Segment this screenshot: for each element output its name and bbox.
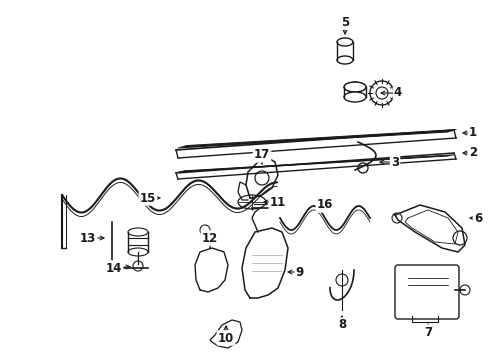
Ellipse shape [343, 92, 365, 102]
Text: 13: 13 [80, 231, 96, 244]
Text: 9: 9 [295, 266, 304, 279]
Text: 8: 8 [337, 319, 346, 332]
Text: 2: 2 [468, 147, 476, 159]
FancyBboxPatch shape [394, 265, 458, 319]
Circle shape [133, 261, 142, 271]
Ellipse shape [128, 248, 148, 256]
Ellipse shape [336, 38, 352, 46]
Ellipse shape [238, 195, 265, 209]
Text: 14: 14 [105, 261, 122, 274]
Text: 10: 10 [218, 332, 234, 345]
Circle shape [369, 81, 393, 105]
Text: 16: 16 [316, 198, 332, 211]
Text: 12: 12 [202, 231, 218, 244]
Ellipse shape [128, 228, 148, 236]
Text: 17: 17 [253, 148, 269, 162]
Circle shape [375, 87, 387, 99]
Ellipse shape [343, 82, 365, 92]
Circle shape [452, 231, 466, 245]
Text: 5: 5 [340, 15, 348, 28]
Circle shape [391, 213, 401, 223]
Polygon shape [209, 320, 242, 348]
Text: 4: 4 [393, 86, 401, 99]
Ellipse shape [336, 56, 352, 64]
Circle shape [200, 225, 209, 235]
Text: 3: 3 [390, 156, 398, 168]
Text: 11: 11 [269, 195, 285, 208]
Circle shape [254, 171, 268, 185]
Text: 7: 7 [423, 325, 431, 338]
Text: 15: 15 [140, 192, 156, 204]
Circle shape [459, 285, 469, 295]
Text: 1: 1 [468, 126, 476, 139]
Circle shape [335, 274, 347, 286]
Text: 6: 6 [473, 211, 481, 225]
